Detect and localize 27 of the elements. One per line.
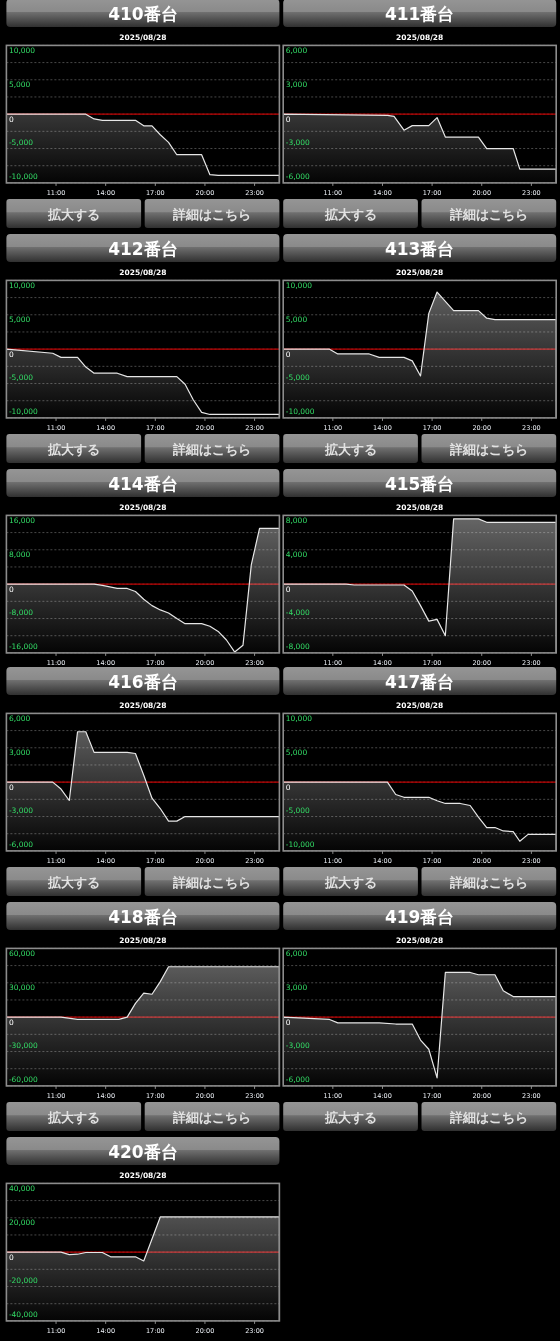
text: 詳細はこちら xyxy=(172,207,252,222)
chart-title: 419番台 xyxy=(384,907,455,927)
chart-title: 412番台 xyxy=(108,239,178,259)
text: 詳細はこちら xyxy=(172,875,252,890)
text: 詳細はこちら xyxy=(448,875,528,890)
text: 拡大する xyxy=(323,1110,377,1125)
text: 拡大する xyxy=(323,875,377,890)
text: 詳細はこちら xyxy=(172,1110,252,1125)
chart-title: 414番台 xyxy=(108,474,178,494)
chart-title: 416番台 xyxy=(108,672,178,692)
chart-title: 411番台 xyxy=(384,4,455,24)
text: 詳細はこちら xyxy=(172,442,252,457)
text: 拡大する xyxy=(323,207,377,222)
text: 拡大する xyxy=(46,875,100,890)
chart-title: 420番台 xyxy=(108,1142,178,1162)
text: 詳細はこちら xyxy=(448,442,528,457)
text: 詳細はこちら xyxy=(448,1110,528,1125)
chart-title: 417番台 xyxy=(384,672,455,692)
chart-title: 410番台 xyxy=(108,4,178,24)
chart-title: 418番台 xyxy=(108,907,178,927)
text: 拡大する xyxy=(46,207,100,222)
text: 詳細はこちら xyxy=(448,207,528,222)
chart-title: 413番台 xyxy=(384,239,455,259)
chart-title: 415番台 xyxy=(384,474,455,494)
text: 拡大する xyxy=(46,442,100,457)
text: 拡大する xyxy=(323,442,377,457)
text: 拡大する xyxy=(46,1110,100,1125)
